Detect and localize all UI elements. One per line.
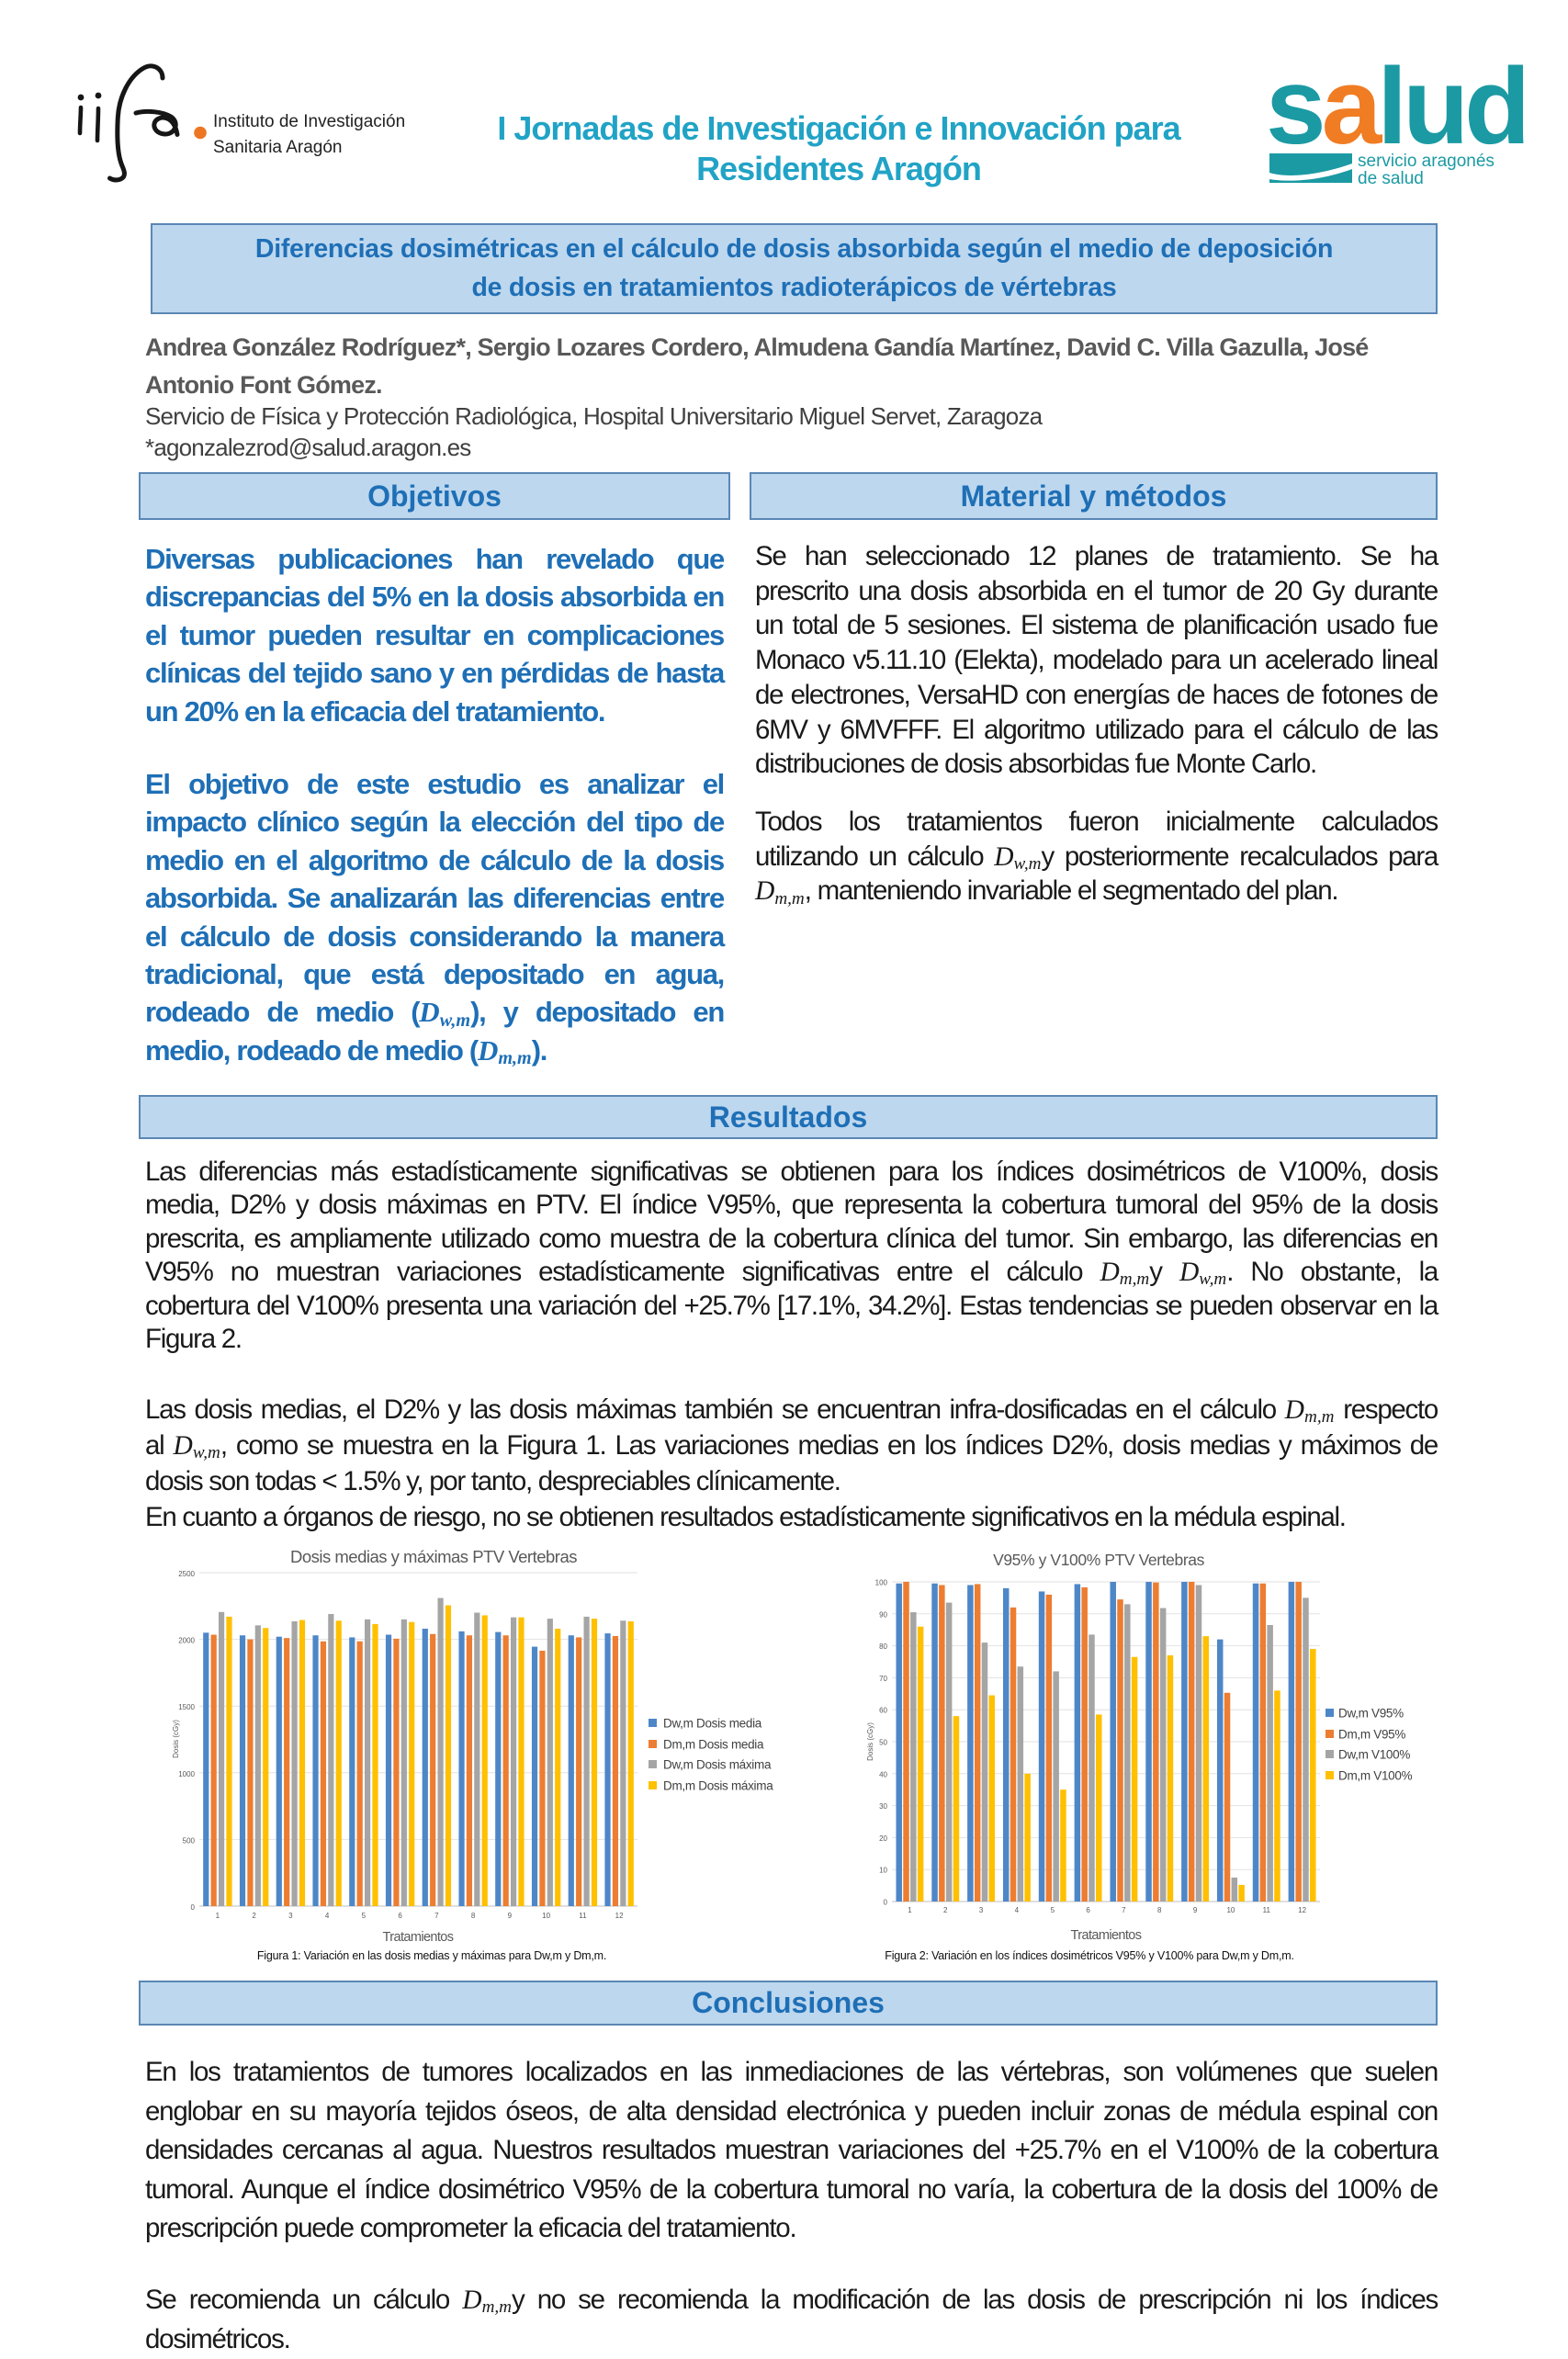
- svg-text:Instituto de Investigación: Instituto de Investigación: [213, 112, 405, 131]
- svg-text:Dw,m Dosis máxima: Dw,m Dosis máxima: [663, 1758, 772, 1772]
- svg-text:5: 5: [362, 1912, 367, 1920]
- svg-text:0: 0: [884, 1899, 888, 1907]
- svg-text:40: 40: [879, 1770, 887, 1778]
- svg-text:5: 5: [1051, 1906, 1055, 1914]
- svg-text:60: 60: [879, 1707, 887, 1715]
- svg-text:4: 4: [325, 1912, 330, 1920]
- svg-text:12: 12: [1298, 1906, 1306, 1914]
- svg-text:de salud: de salud: [1358, 169, 1424, 188]
- svg-text:Dm,m Dosis media: Dm,m Dosis media: [663, 1738, 764, 1752]
- svg-text:30: 30: [879, 1802, 887, 1811]
- svg-text:Tratamientos: Tratamientos: [1071, 1928, 1142, 1943]
- svg-text:0: 0: [191, 1903, 196, 1912]
- svg-text:2: 2: [252, 1912, 256, 1920]
- svg-text:Dm,m V100%: Dm,m V100%: [1338, 1769, 1413, 1783]
- svg-text:11: 11: [579, 1912, 587, 1920]
- svg-text:4: 4: [1015, 1906, 1020, 1914]
- svg-text:100: 100: [875, 1579, 888, 1587]
- svg-text:1000: 1000: [178, 1770, 195, 1778]
- svg-text:Dosis (cGy): Dosis (cGy): [866, 1722, 874, 1761]
- svg-text:6: 6: [398, 1912, 402, 1920]
- svg-text:Dosis medias y máximas PTV Ver: Dosis medias y máximas PTV Vertebras: [290, 1547, 577, 1566]
- svg-text:90: 90: [879, 1610, 887, 1619]
- svg-text:80: 80: [879, 1642, 887, 1651]
- svg-text:salud: salud: [1266, 46, 1526, 167]
- svg-text:7: 7: [434, 1912, 439, 1920]
- svg-text:50: 50: [879, 1739, 887, 1747]
- svg-text:12: 12: [615, 1912, 624, 1920]
- svg-text:Tratamientos: Tratamientos: [383, 1930, 454, 1945]
- svg-text:6: 6: [1086, 1906, 1090, 1914]
- svg-text:1: 1: [908, 1906, 912, 1914]
- svg-text:1: 1: [216, 1912, 220, 1920]
- svg-text:9: 9: [508, 1912, 513, 1920]
- svg-text:2: 2: [943, 1906, 948, 1914]
- svg-text:3: 3: [288, 1912, 293, 1920]
- svg-text:11: 11: [1263, 1906, 1271, 1914]
- svg-text:Dw,m V95%: Dw,m V95%: [1338, 1707, 1404, 1721]
- svg-text:8: 8: [471, 1912, 476, 1920]
- svg-text:1500: 1500: [178, 1703, 195, 1711]
- svg-text:2000: 2000: [178, 1637, 195, 1645]
- svg-text:10: 10: [1226, 1906, 1235, 1914]
- svg-text:Sanitaria Aragón: Sanitaria Aragón: [213, 138, 343, 157]
- svg-text:3: 3: [979, 1906, 984, 1914]
- svg-text:500: 500: [183, 1836, 196, 1845]
- svg-text:Dw,m Dosis media: Dw,m Dosis media: [663, 1717, 762, 1731]
- svg-text:8: 8: [1157, 1906, 1162, 1914]
- svg-text:10: 10: [542, 1912, 550, 1920]
- svg-text:2500: 2500: [178, 1570, 195, 1578]
- svg-text:9: 9: [1193, 1906, 1198, 1914]
- svg-text:Dm,m Dosis máxima: Dm,m Dosis máxima: [663, 1779, 773, 1793]
- svg-text:Dm,m V95%: Dm,m V95%: [1338, 1728, 1405, 1742]
- svg-text:servicio aragonés: servicio aragonés: [1358, 152, 1495, 171]
- svg-text:V95% y V100% PTV Vertebras: V95% y V100% PTV Vertebras: [993, 1551, 1205, 1569]
- svg-text:Dw,m V100%: Dw,m V100%: [1338, 1748, 1410, 1762]
- svg-text:70: 70: [879, 1675, 887, 1683]
- svg-text:7: 7: [1122, 1906, 1126, 1914]
- svg-text:10: 10: [879, 1867, 887, 1875]
- svg-text:20: 20: [879, 1834, 887, 1843]
- svg-text:Dosis (cGy): Dosis (cGy): [172, 1720, 180, 1758]
